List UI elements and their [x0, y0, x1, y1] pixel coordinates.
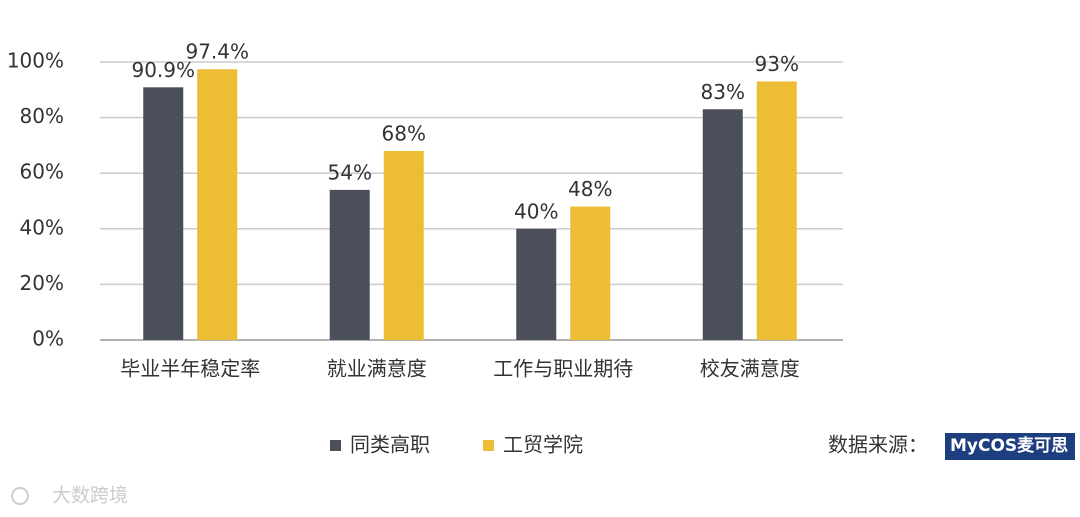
legend-label: 工贸学院: [503, 433, 583, 457]
watermark-icon: [11, 487, 29, 505]
y-tick-label: 80%: [20, 104, 64, 128]
x-tick-label: 毕业半年稳定率: [120, 357, 260, 381]
bar: [329, 189, 370, 340]
bar: [516, 228, 557, 340]
bar: [383, 150, 424, 340]
bar: [702, 109, 743, 340]
value-label: 48%: [568, 177, 612, 201]
bar: [197, 69, 238, 340]
y-tick-label: 100%: [7, 49, 64, 73]
value-label: 54%: [328, 160, 372, 184]
logo-box: [945, 433, 1075, 460]
source-label: 数据来源：: [828, 433, 928, 457]
bar: [143, 87, 184, 340]
x-tick-label: 工作与职业期待: [493, 357, 633, 381]
value-label: 68%: [382, 121, 426, 145]
value-label: 40%: [514, 199, 558, 223]
y-tick-label: 20%: [20, 271, 64, 295]
y-tick-label: 40%: [20, 215, 64, 239]
y-tick-label: 0%: [32, 327, 64, 351]
bar: [756, 81, 797, 341]
y-tick-label: 60%: [20, 160, 64, 184]
legend-swatch: [483, 440, 494, 451]
value-label: 83%: [701, 80, 745, 104]
value-label: 97.4%: [185, 40, 249, 64]
legend-label: 同类高职: [350, 433, 430, 457]
x-tick-label: 就业满意度: [327, 357, 427, 381]
bar: [570, 206, 611, 340]
watermark: 大数跨境: [52, 485, 128, 507]
legend-swatch: [330, 440, 341, 451]
value-label: 93%: [755, 52, 799, 76]
x-tick-label: 校友满意度: [700, 357, 800, 381]
source-logo: MyCOS麦可思: [950, 435, 1068, 456]
value-label: 90.9%: [131, 58, 195, 82]
